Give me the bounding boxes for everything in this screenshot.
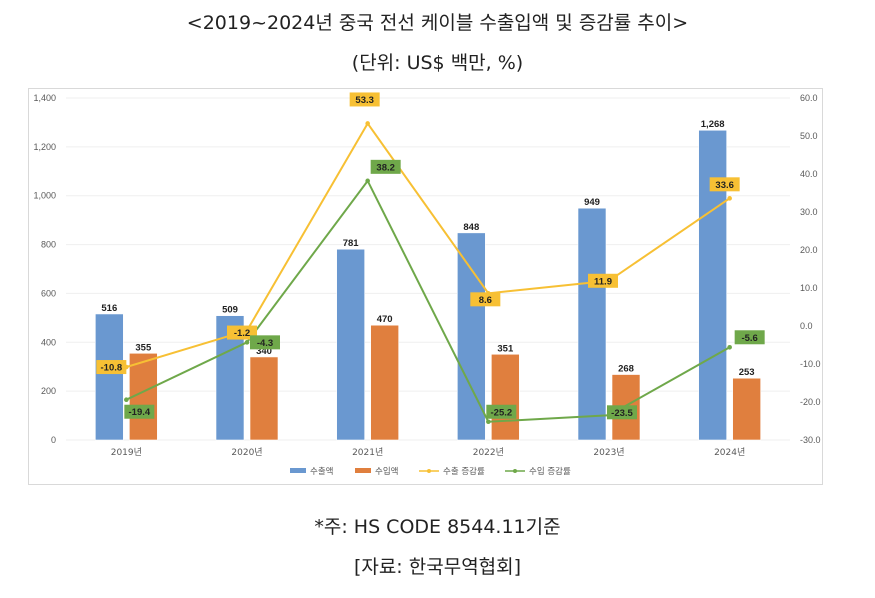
import-rate-label-box: [607, 405, 637, 420]
import-rate-label: -19.4: [129, 407, 151, 418]
export-rate-label: 8.6: [479, 295, 492, 306]
footnote: *주: HS CODE 8544.11기준: [314, 516, 561, 538]
category-label: 2021년: [352, 447, 383, 458]
legend-marker: [427, 469, 431, 473]
chart-unit: (단위: US$ 백만, %): [351, 52, 524, 74]
export-rate-label: -1.2: [234, 328, 250, 339]
legend-marker: [513, 469, 517, 473]
export-bar: [336, 248, 365, 441]
left-axis-tick: 200: [41, 386, 56, 396]
chart-title: <2019~2024년 중국 전선 케이블 수출입액 및 증감률 추이>: [186, 12, 689, 34]
import-rate-label-box: [370, 159, 401, 174]
right-axis-tick: -10.0: [800, 359, 821, 369]
category-label: 2024년: [714, 447, 745, 458]
export-rate-line: [126, 121, 731, 368]
left-axis-tick: 400: [41, 337, 56, 347]
export-rate-label: 53.3: [355, 95, 374, 106]
export-rate-label-box: [709, 177, 740, 192]
left-axis-tick: 1,000: [33, 191, 56, 201]
right-axis-tick: 20.0: [800, 245, 818, 255]
export-bar-label: 1,268: [701, 119, 725, 130]
right-axis-tick: 10.0: [800, 283, 818, 293]
import-rate-label: 38.2: [376, 162, 395, 173]
import-rate-label-box: [124, 404, 155, 419]
export-rate-label-box: [349, 92, 380, 107]
import-rate-label-box: [734, 330, 765, 345]
import-bar-label: 268: [618, 364, 634, 375]
import-bar: [491, 353, 520, 441]
left-axis-tick: 600: [41, 288, 56, 298]
left-axis-tick: 0: [51, 435, 56, 445]
left-axis-tick: 1,400: [33, 93, 56, 103]
export-bar: [577, 207, 607, 441]
import-bar: [370, 324, 399, 441]
import-rate-point: [486, 419, 491, 425]
export-rate-point: [365, 121, 370, 126]
export-rate-label: 11.9: [594, 276, 612, 287]
left-axis-tick: 1,200: [33, 142, 56, 152]
import-bar-label: 351: [497, 343, 514, 354]
right-axis-tick: 60.0: [800, 93, 818, 103]
import-bar-label: 355: [135, 342, 152, 353]
import-rate-label-box: [250, 335, 280, 350]
export-bar-label: 509: [222, 305, 238, 316]
import-bar-label: 253: [739, 367, 755, 378]
export-rate-label: -10.8: [101, 363, 123, 374]
category-label: 2022년: [473, 447, 504, 458]
chart-frame: [28, 88, 823, 485]
export-bar-label: 848: [463, 222, 479, 233]
import-rate-label: -23.5: [611, 408, 633, 419]
export-rate-label-box: [588, 273, 618, 288]
right-axis-tick: 40.0: [800, 169, 818, 179]
import-rate-label-box: [486, 404, 517, 419]
right-axis-tick: -20.0: [800, 397, 821, 407]
import-rate-point: [727, 344, 732, 350]
right-axis-tick: 30.0: [800, 207, 818, 217]
category-label: 2020년: [231, 447, 262, 458]
export-rate-label: 33.6: [715, 180, 734, 191]
legend-swatch: [355, 468, 371, 473]
import-rate-label: -25.2: [491, 407, 513, 418]
import-bar: [732, 377, 761, 441]
import-bar-label: 340: [256, 346, 272, 357]
import-rate-point: [124, 397, 129, 403]
import-rate-point: [244, 340, 250, 345]
right-axis-tick: -30.0: [800, 435, 821, 445]
category-label: 2019년: [111, 447, 142, 458]
export-bar: [698, 129, 727, 441]
import-rate-label: -5.6: [741, 333, 757, 344]
right-axis-tick: 0.0: [800, 321, 813, 331]
export-bar: [95, 313, 124, 441]
export-rate-label-box: [227, 325, 257, 340]
legend-swatch: [290, 468, 306, 473]
import-rate-point: [365, 178, 370, 184]
right-axis-tick: 50.0: [800, 131, 818, 141]
export-rate-point: [727, 196, 732, 201]
source-note: [자료: 한국무역협회]: [353, 556, 522, 578]
legend-label: 수출 증감률: [443, 466, 485, 477]
export-bar-label: 949: [584, 197, 600, 208]
export-bar-label: 516: [101, 303, 117, 314]
export-rate-label-box: [470, 292, 501, 307]
import-bar-label: 470: [377, 314, 393, 325]
legend-label: 수입액: [375, 466, 398, 477]
import-bar: [249, 356, 279, 441]
left-axis-tick: 800: [41, 240, 56, 250]
legend-label: 수출액: [310, 466, 333, 477]
import-rate-line: [125, 178, 731, 423]
export-bar-label: 781: [343, 238, 360, 249]
export-rate-label-box: [96, 360, 127, 375]
import-rate-label: -4.3: [257, 338, 273, 349]
legend-label: 수입 증감률: [529, 466, 571, 477]
category-label: 2023년: [593, 447, 624, 458]
